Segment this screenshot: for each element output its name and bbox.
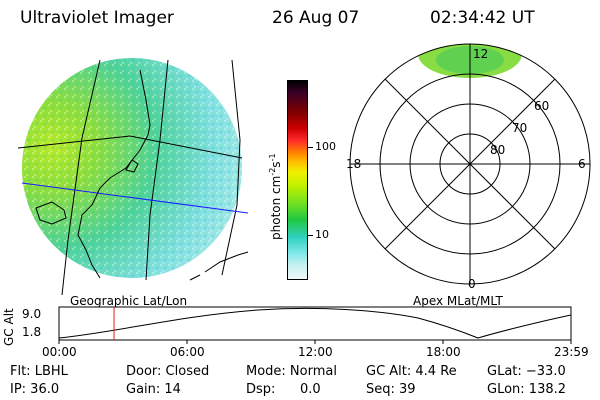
colorbar-tick-100 bbox=[307, 147, 313, 148]
mlt-label-0: 0 bbox=[468, 277, 476, 291]
xtick-label-1200: 12:00 bbox=[298, 345, 333, 359]
unit-s: s bbox=[269, 161, 283, 168]
altitude-curve bbox=[58, 307, 572, 339]
dsp-label: Dsp: bbox=[246, 382, 276, 397]
glon-info: GLon: 138.2 bbox=[487, 382, 567, 397]
altitude-ytick-9: 9.0 bbox=[22, 307, 42, 321]
polar-plot: 12 18 6 0 60 70 80 bbox=[346, 43, 591, 291]
glat-info: GLat: −33.0 bbox=[487, 364, 566, 379]
door-info: Door: Closed bbox=[126, 364, 210, 379]
geographic-image bbox=[17, 58, 249, 295]
lat-label-80: 80 bbox=[490, 143, 505, 157]
lat-label-60: 60 bbox=[534, 99, 549, 113]
coastline bbox=[35, 69, 249, 281]
colorbar-label-100: 100 bbox=[315, 140, 336, 153]
xtick-label-0600: 06:00 bbox=[170, 345, 205, 359]
gc-alt-info: GC Alt: 4.4 Re bbox=[366, 364, 457, 379]
seq-info: Seq: 39 bbox=[366, 382, 416, 397]
lat-lon-grid bbox=[17, 59, 243, 295]
xtick-label-2359: 23:59 bbox=[554, 345, 589, 359]
mlt-label-18: 18 bbox=[346, 157, 361, 171]
right-panel-caption: Apex MLat/MLT bbox=[413, 294, 503, 308]
date-label: 26 Aug 07 bbox=[272, 8, 360, 28]
mlt-label-6: 6 bbox=[578, 157, 586, 171]
mlt-label-12: 12 bbox=[473, 47, 488, 61]
xtick-label-1800: 18:00 bbox=[426, 345, 461, 359]
colorbar-tick-10 bbox=[307, 235, 313, 236]
unit-exp1: -2 bbox=[268, 167, 277, 176]
xtick-label-0000: 00:00 bbox=[42, 345, 77, 359]
mode-info: Mode: Normal bbox=[246, 364, 337, 379]
colorbar-unit: photon cm-2s-1 bbox=[268, 153, 283, 240]
altitude-plot-frame bbox=[58, 306, 572, 341]
terminator-line bbox=[21, 182, 249, 214]
altitude-ylabel: GC Alt bbox=[2, 308, 16, 346]
altitude-ytick-1-8: 1.8 bbox=[22, 325, 42, 339]
image-disk bbox=[22, 58, 242, 278]
ip-info: IP: 36.0 bbox=[10, 382, 60, 397]
dsp-value: 0.0 bbox=[300, 382, 321, 397]
gain-info: Gain: 14 bbox=[126, 382, 181, 397]
lat-label-70: 70 bbox=[512, 121, 527, 135]
left-panel-caption: Geographic Lat/Lon bbox=[70, 294, 188, 308]
colorbar-label-10: 10 bbox=[315, 228, 329, 241]
polar-diagonal-2 bbox=[384, 78, 556, 250]
colorbar bbox=[287, 80, 308, 280]
unit-main: photon cm bbox=[269, 175, 283, 240]
unit-exp2: -1 bbox=[268, 153, 277, 162]
filter-info: Flt: LBHL bbox=[10, 364, 68, 379]
instrument-title: Ultraviolet Imager bbox=[20, 8, 174, 28]
time-label: 02:34:42 UT bbox=[430, 8, 535, 28]
altitude-plot bbox=[58, 306, 572, 344]
